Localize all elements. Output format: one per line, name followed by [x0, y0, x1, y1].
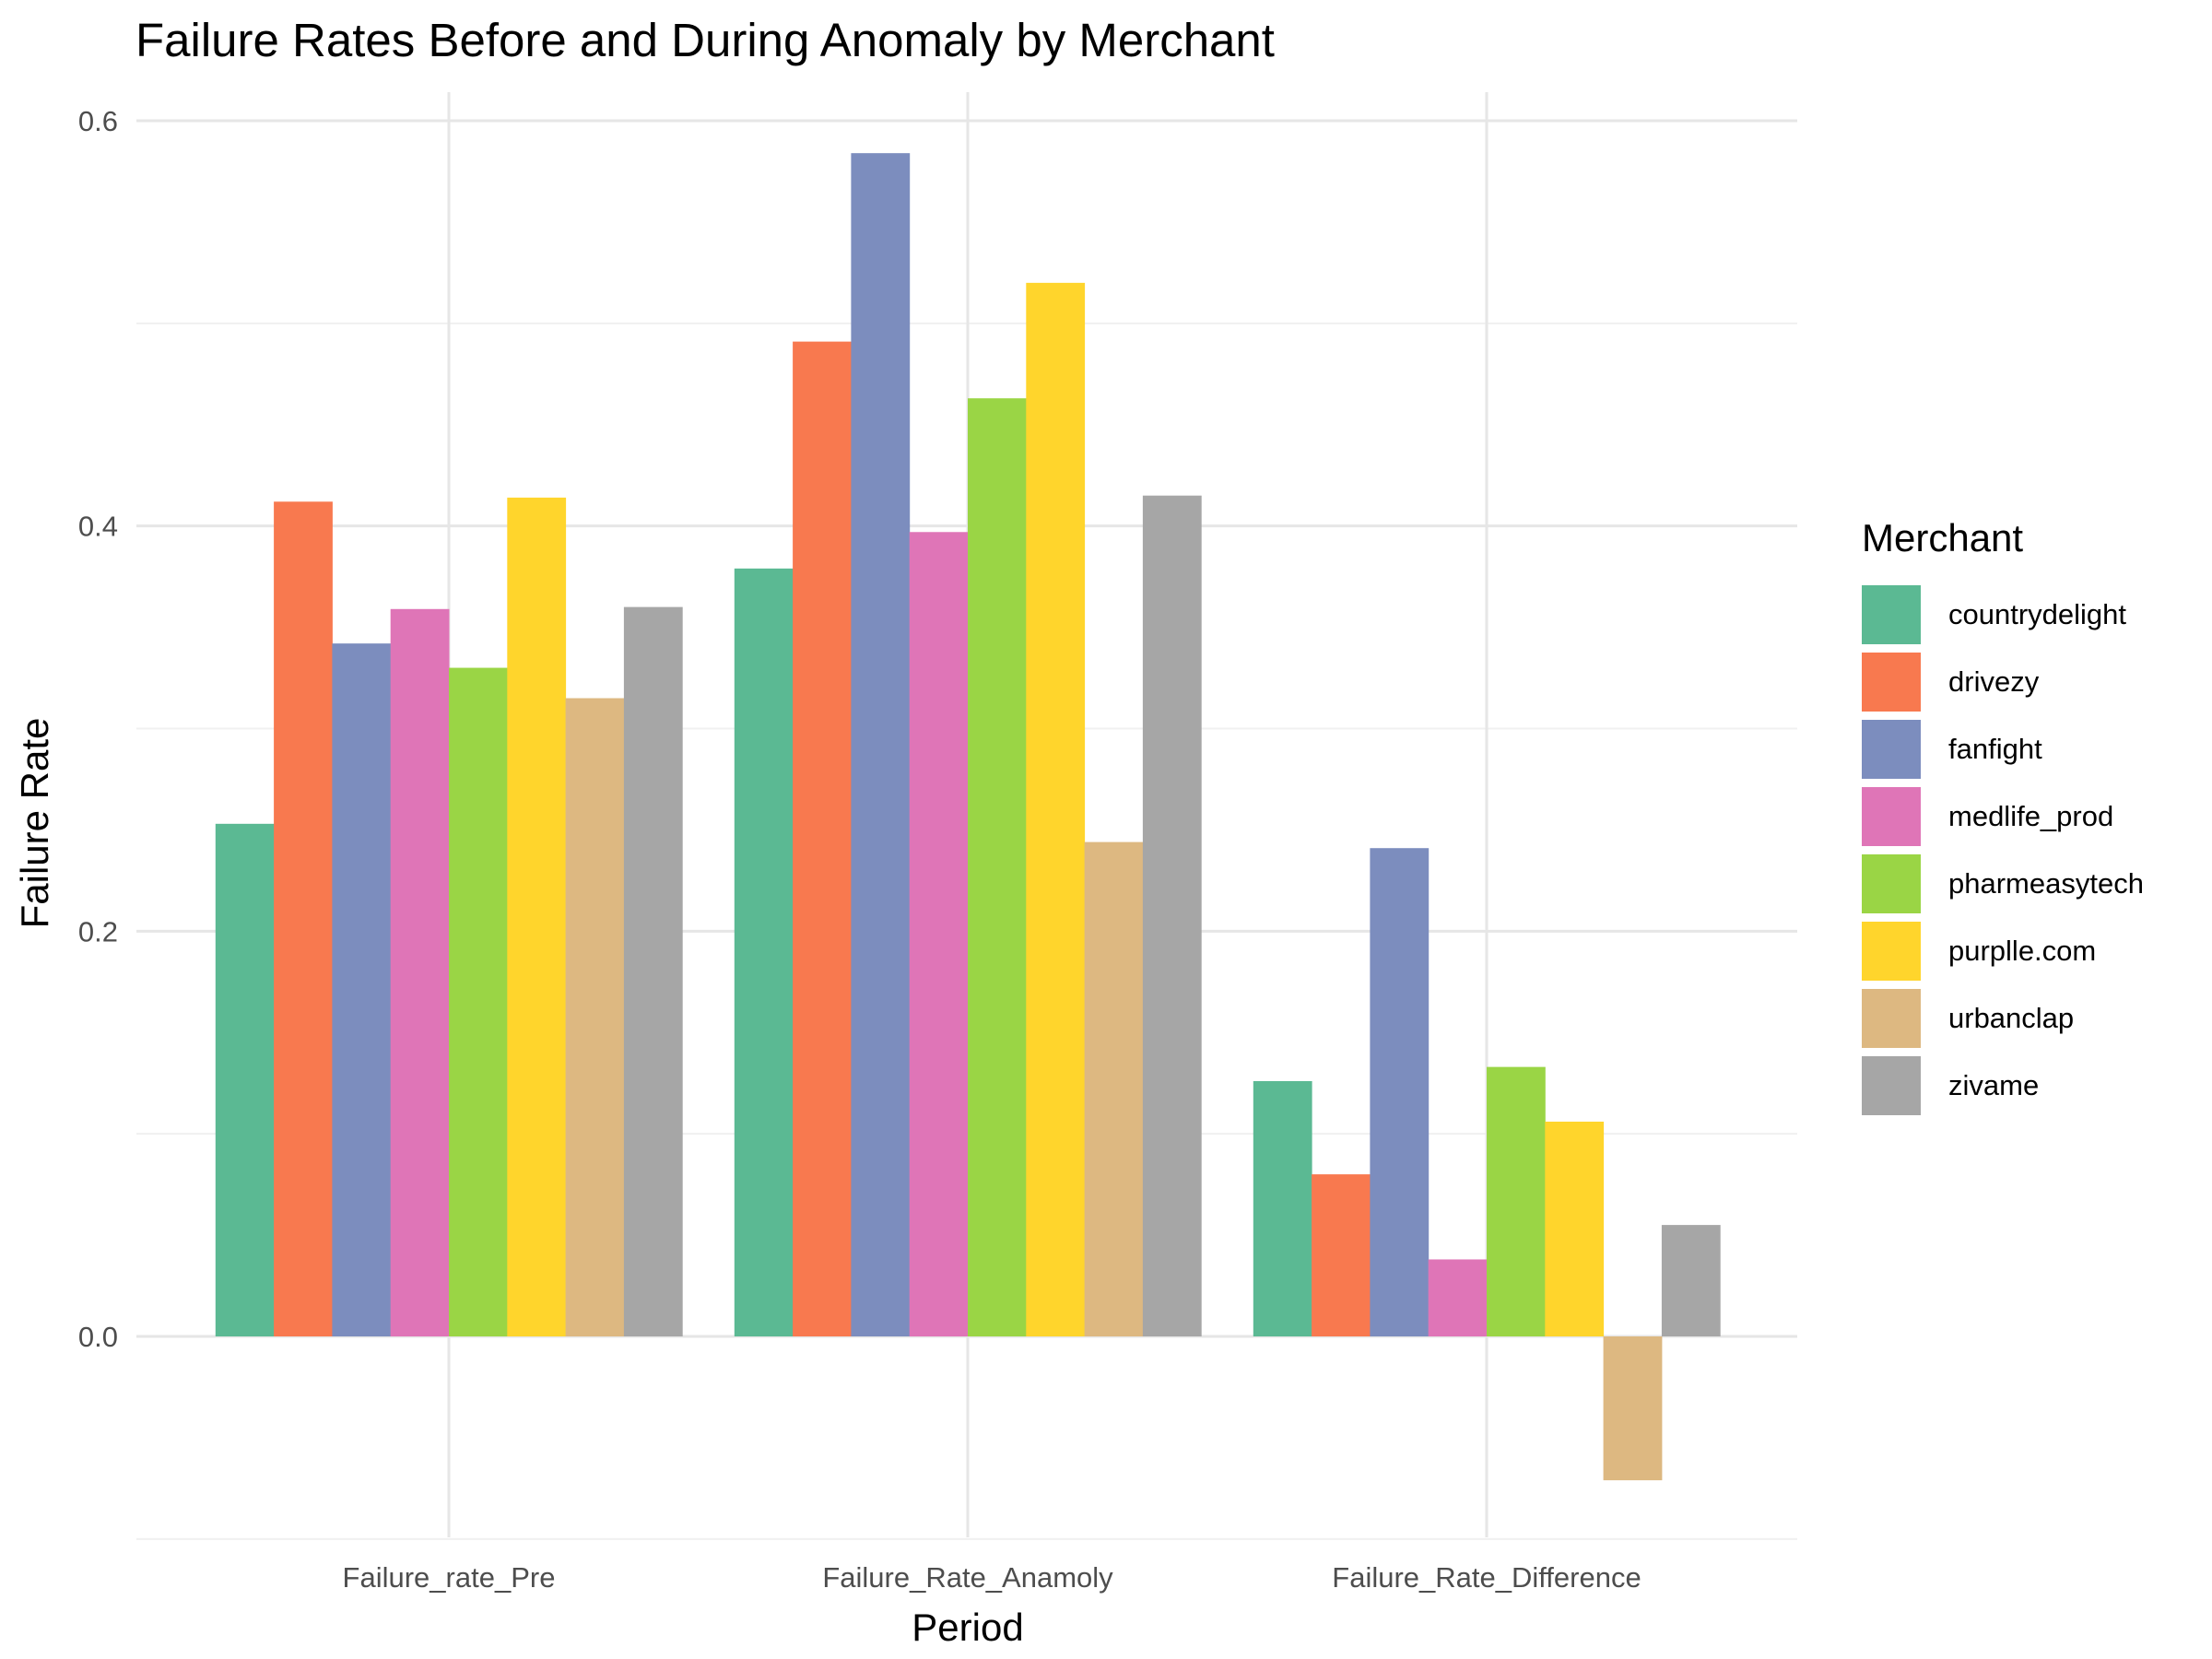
- x-tick-label: Failure_rate_Pre: [343, 1561, 556, 1594]
- legend-key: [1862, 652, 1921, 712]
- bar-medlife_prod: [390, 608, 450, 1336]
- legend: Merchant countrydelight drivezy fanfight me…: [1862, 516, 2144, 1119]
- bar-fanfight: [851, 153, 911, 1336]
- bar-drivezy: [793, 341, 852, 1336]
- legend-item: zivame: [1862, 1052, 2144, 1119]
- bar-urbanclap: [565, 698, 625, 1336]
- y-tick-label: 0.6: [78, 105, 118, 137]
- y-tick-label: 0.2: [78, 915, 118, 947]
- legend-item: urbanclap: [1862, 984, 2144, 1052]
- bar-purplle.com: [507, 497, 567, 1336]
- legend-item: medlife_prod: [1862, 782, 2144, 850]
- legend-key: [1862, 719, 1921, 779]
- bars: [215, 153, 1721, 1481]
- bar-zivame: [1661, 1225, 1721, 1336]
- bar-medlife_prod: [909, 532, 969, 1336]
- axis-ticks: 0.0 0.2 0.4 0.6 Failure_rate_Pre Failure_Rate…: [78, 105, 1641, 1594]
- bar-countrydelight: [734, 568, 794, 1336]
- legend-label: pharmeasytech: [1948, 866, 2144, 900]
- legend-items: countrydelight drivezy fanfight medlife_pro…: [1862, 581, 2144, 1119]
- legend-item: fanfight: [1862, 715, 2144, 782]
- bar-pharmeasytech: [1487, 1066, 1546, 1336]
- y-axis-title: Failure Rate: [13, 718, 56, 929]
- legend-key: [1862, 988, 1921, 1048]
- bar-countrydelight: [215, 823, 275, 1336]
- legend-label: urbanclap: [1948, 1001, 2075, 1034]
- legend-label: zivame: [1948, 1068, 2040, 1101]
- legend-item: pharmeasytech: [1862, 850, 2144, 917]
- chart-title: Failure Rates Before and During Anomaly …: [135, 14, 1275, 66]
- bar-drivezy: [1312, 1174, 1371, 1336]
- x-tick-label: Failure_Rate_Anamoly: [822, 1561, 1113, 1594]
- bar-pharmeasytech: [449, 667, 508, 1336]
- legend-key: [1862, 786, 1921, 846]
- legend-key: [1862, 921, 1921, 981]
- bar-fanfight: [1370, 848, 1430, 1336]
- legend-title: Merchant: [1862, 516, 2024, 559]
- legend-key: [1862, 853, 1921, 913]
- bar-purplle.com: [1545, 1121, 1605, 1336]
- bar-purplle.com: [1026, 282, 1086, 1336]
- bar-zivame: [623, 606, 683, 1336]
- legend-label: fanfight: [1948, 732, 2042, 765]
- bar-countrydelight: [1253, 1081, 1312, 1336]
- legend-item: countrydelight: [1862, 581, 2144, 648]
- legend-item: purplle.com: [1862, 917, 2144, 984]
- bar-urbanclap: [1084, 841, 1144, 1336]
- legend-label: drivezy: [1948, 665, 2040, 698]
- bar-medlife_prod: [1428, 1259, 1488, 1336]
- legend-label: countrydelight: [1948, 597, 2127, 630]
- legend-key: [1862, 1055, 1921, 1115]
- legend-label: medlife_prod: [1948, 799, 2114, 832]
- bar-pharmeasytech: [968, 398, 1027, 1337]
- bar-drivezy: [274, 501, 333, 1336]
- x-tick-label: Failure_Rate_Difference: [1332, 1561, 1641, 1594]
- y-tick-label: 0.0: [78, 1321, 118, 1353]
- x-axis-title: Period: [912, 1606, 1023, 1649]
- bar-urbanclap: [1603, 1336, 1663, 1481]
- bar-zivame: [1142, 495, 1202, 1336]
- legend-label: purplle.com: [1948, 934, 2097, 967]
- legend-key: [1862, 584, 1921, 644]
- bar-fanfight: [332, 643, 392, 1336]
- legend-item: drivezy: [1862, 648, 2144, 715]
- y-tick-label: 0.4: [78, 511, 118, 543]
